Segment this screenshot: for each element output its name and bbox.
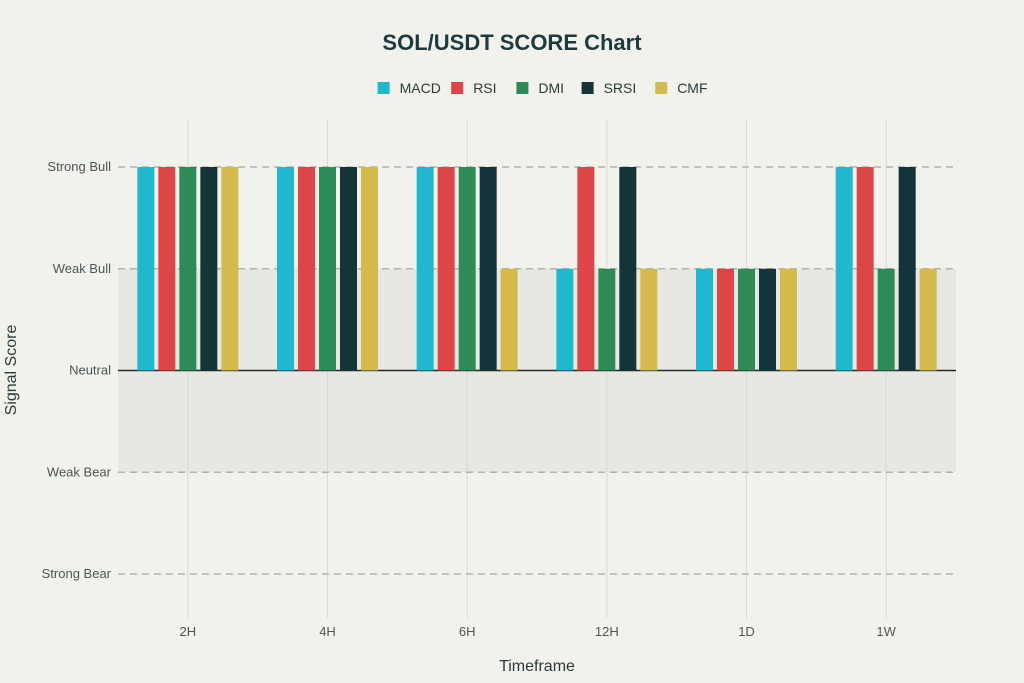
y-tick-label: Weak Bull bbox=[53, 261, 111, 276]
bar-rsi bbox=[577, 167, 595, 371]
bar-rsi bbox=[158, 167, 176, 371]
bar-macd bbox=[277, 167, 294, 371]
x-tick-label: 1D bbox=[738, 624, 755, 639]
bar-macd bbox=[835, 167, 853, 371]
bar-macd bbox=[696, 268, 713, 371]
legend-label-rsi: RSI bbox=[473, 80, 496, 96]
bar-dmi bbox=[458, 167, 476, 371]
legend-swatch-cmf bbox=[655, 82, 668, 94]
bar-cmf bbox=[361, 167, 378, 371]
bar-srsi bbox=[200, 167, 218, 371]
bar-rsi bbox=[717, 268, 734, 371]
legend: MACD RSI DMI SRSI CMF bbox=[377, 80, 708, 96]
legend-label-cmf: CMF bbox=[677, 80, 707, 96]
x-tick-label: 6H bbox=[459, 624, 476, 639]
bar-dmi bbox=[598, 268, 616, 371]
bar-rsi bbox=[437, 167, 455, 371]
bar-srsi bbox=[340, 167, 357, 371]
y-axis-title: Signal Score bbox=[3, 325, 20, 416]
bar-macd bbox=[416, 167, 434, 371]
legend-label-dmi: DMI bbox=[538, 80, 564, 96]
legend-swatch-dmi bbox=[516, 82, 529, 94]
bar-macd bbox=[137, 167, 155, 371]
bar-srsi bbox=[759, 268, 776, 371]
bar-dmi bbox=[738, 268, 755, 371]
bar-cmf bbox=[500, 268, 518, 371]
legend-swatch-macd bbox=[377, 82, 390, 94]
x-tick-label: 4H bbox=[319, 624, 336, 639]
bar-dmi bbox=[179, 167, 197, 371]
legend-swatch-rsi bbox=[451, 82, 464, 94]
bar-rsi bbox=[856, 167, 874, 371]
bar-dmi bbox=[877, 268, 895, 371]
bar-cmf bbox=[919, 268, 937, 371]
bar-cmf bbox=[640, 268, 658, 371]
bar-srsi bbox=[619, 167, 637, 371]
bar-srsi bbox=[479, 167, 497, 371]
legend-swatch-srsi bbox=[581, 82, 594, 94]
x-axis-title: Timeframe bbox=[499, 658, 575, 675]
bar-cmf bbox=[780, 268, 797, 371]
x-tick-label: 12H bbox=[595, 624, 619, 639]
y-tick-label: Strong Bull bbox=[47, 159, 111, 174]
bar-srsi bbox=[898, 167, 916, 371]
bar-rsi bbox=[298, 167, 315, 371]
legend-label-macd: MACD bbox=[400, 80, 441, 96]
x-tick-label: 2H bbox=[180, 624, 197, 639]
plot-area: Strong Bull Weak Bull Neutral Weak Bear Stro… bbox=[42, 120, 956, 639]
legend-label-srsi: SRSI bbox=[604, 80, 637, 96]
bar-dmi bbox=[319, 167, 336, 371]
chart-title: SOL/USDT SCORE Chart bbox=[382, 30, 642, 55]
y-tick-label: Strong Bear bbox=[42, 566, 112, 581]
y-tick-label: Neutral bbox=[69, 363, 111, 378]
y-tick-label: Weak Bear bbox=[47, 464, 112, 479]
x-tick-label: 1W bbox=[876, 624, 896, 639]
bar-cmf bbox=[221, 167, 239, 371]
bar-macd bbox=[556, 268, 574, 371]
